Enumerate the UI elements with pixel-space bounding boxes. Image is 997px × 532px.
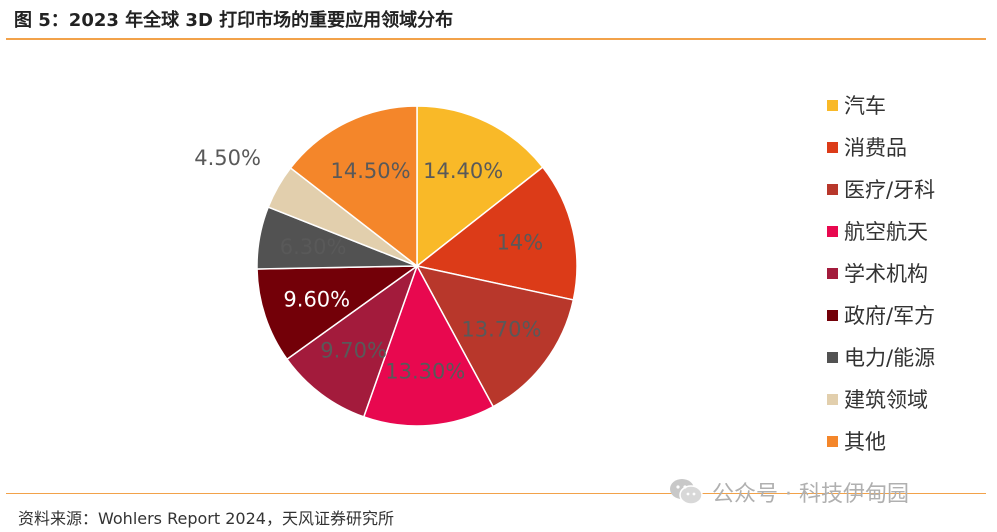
pie-slice-2 <box>415 264 575 408</box>
legend-item-7: 建筑领域 <box>827 378 935 420</box>
legend-item-8: 其他 <box>827 420 935 462</box>
pie-slice-5 <box>256 265 420 361</box>
watermark-text: 公众号 · 科技伊甸园 <box>712 482 909 507</box>
pie-slice-3 <box>362 264 495 427</box>
legend-item-0: 汽车 <box>827 84 935 126</box>
pie-slice-0 <box>416 105 544 268</box>
legend-label-7: 建筑领域 <box>844 388 928 412</box>
legend-swatch-4 <box>827 267 838 279</box>
legend-swatch-7 <box>827 393 838 405</box>
legend-swatch-3 <box>827 225 838 237</box>
legend-swatch-2 <box>827 183 838 195</box>
legend-label-4: 学术机构 <box>844 262 928 286</box>
slice-label-0: 14.40% <box>423 159 503 183</box>
slice-label-8: 14.50% <box>331 159 411 183</box>
title-divider <box>6 38 986 40</box>
legend-label-2: 医疗/牙科 <box>844 178 936 202</box>
legend-swatch-0 <box>827 99 838 111</box>
legend-item-6: 电力/能源 <box>827 336 935 378</box>
legend-label-3: 航空航天 <box>844 220 928 244</box>
pie-slice-4 <box>285 264 419 418</box>
legend-item-5: 政府/军方 <box>827 294 935 336</box>
legend-swatch-6 <box>827 351 838 363</box>
legend-label-6: 电力/能源 <box>844 346 936 370</box>
legend-label-8: 其他 <box>844 430 886 454</box>
legend-swatch-5 <box>827 309 838 321</box>
legend-swatch-1 <box>827 141 838 153</box>
slice-label-6: 6.30% <box>280 235 347 259</box>
wechat-icon <box>670 479 703 505</box>
watermark: 公众号 · 科技伊甸园 <box>668 476 909 508</box>
legend-label-1: 消费品 <box>844 136 907 160</box>
source-note: 资料来源：Wohlers Report 2024，天风证券研究所 <box>18 509 394 528</box>
chart-legend: 汽车消费品医疗/牙科航空航天学术机构政府/军方电力/能源建筑领域其他 <box>827 84 935 462</box>
pie-slice-8 <box>289 105 418 268</box>
slice-label-3: 13.30% <box>385 359 465 383</box>
legend-swatch-8 <box>827 435 838 447</box>
slice-label-1: 14% <box>497 230 544 254</box>
slice-label-5: 9.60% <box>283 287 350 311</box>
slice-label-7: 4.50% <box>194 146 261 170</box>
legend-label-0: 汽车 <box>844 94 886 118</box>
pie-slice-1 <box>415 166 578 301</box>
source-divider <box>6 493 986 494</box>
legend-item-1: 消费品 <box>827 126 935 168</box>
chart-title: 图 5：2023 年全球 3D 打印市场的重要应用领域分布 <box>14 10 454 31</box>
legend-label-5: 政府/军方 <box>844 304 936 328</box>
legend-item-3: 航空航天 <box>827 210 935 252</box>
legend-item-4: 学术机构 <box>827 252 935 294</box>
slice-label-2: 13.70% <box>461 317 541 341</box>
slice-label-4: 9.70% <box>320 338 387 362</box>
legend-item-2: 医疗/牙科 <box>827 168 935 210</box>
